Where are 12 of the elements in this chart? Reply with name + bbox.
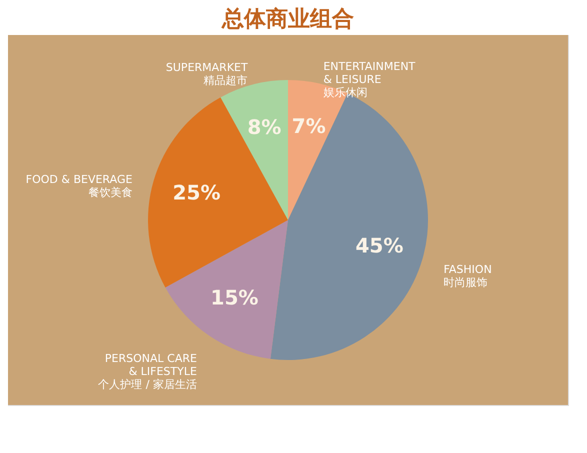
slice-label: ENTERTAINMENT & LEISURE 娱乐休闲: [323, 60, 416, 99]
data-label: 8%: [247, 114, 282, 139]
data-label: 15%: [210, 286, 258, 310]
data-label: 7%: [292, 114, 326, 138]
data-label: 25%: [172, 180, 221, 204]
slice-label: FOOD & BEVERAGE 餐饮美食: [26, 172, 132, 199]
slice-label: PERSONAL CARE & LIFESTYLE 个人护理 / 家居生活: [98, 352, 197, 391]
slice-label: SUPERMARKET 精品超市: [166, 61, 248, 88]
slice-label: FASHION 时尚服饰: [444, 263, 492, 290]
pie-slice: [148, 97, 288, 288]
chart-title: 总体商业组合: [221, 6, 354, 32]
data-label: 45%: [355, 234, 404, 258]
